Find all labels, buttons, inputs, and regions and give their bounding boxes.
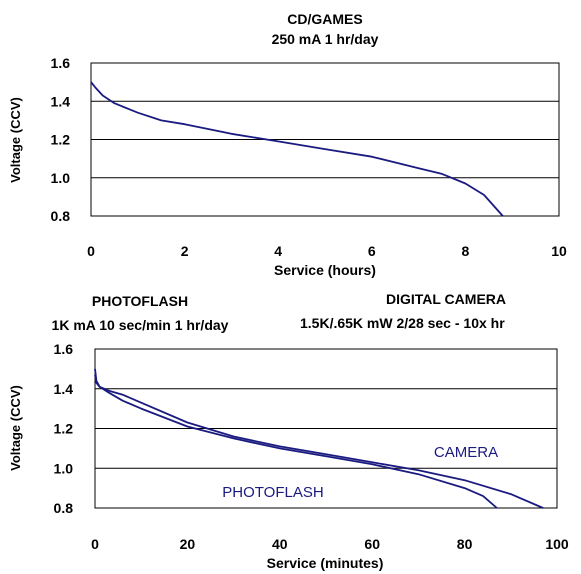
chart1-y-tick-label: 1.6: [51, 55, 71, 71]
chart1-x-tick-label: 10: [551, 243, 567, 259]
chart2-plot-frame: [94, 348, 558, 509]
annotation-camera: CAMERA: [434, 444, 498, 461]
chart2-y-tick-label: 0.8: [54, 500, 74, 516]
chart2-y-axis-label: Voltage (CCV): [8, 385, 23, 471]
chart1-x-axis-label: Service (hours): [274, 262, 376, 278]
chart2-x-ticks: 0 20 40 60 80 100: [91, 536, 569, 552]
chart2-title-right: DIGITAL CAMERA: [386, 291, 506, 307]
chart2-y-tick-label: 1.4: [54, 381, 74, 397]
chart2-x-tick-label: 40: [272, 536, 288, 552]
chart2-x-axis-label: Service (minutes): [267, 555, 384, 571]
chart2-grid: [95, 348, 557, 509]
chart1-plot-frame: [90, 62, 560, 217]
chart1-series: [90, 81, 504, 217]
chart1-x-tick-label: 4: [274, 243, 282, 259]
chart1-grid: [91, 62, 559, 217]
chart2-y-tick-label: 1.0: [54, 460, 74, 476]
chart2-y-tick-label: 1.6: [54, 341, 74, 357]
chart1-x-tick-label: 8: [462, 243, 470, 259]
chart2-x-tick-label: 80: [457, 536, 473, 552]
chart1-x-ticks: 0 2 4 6 8 10: [87, 243, 567, 259]
chart1-y-tick-label: 0.8: [51, 208, 71, 224]
chart-cd-games: CD/GAMES 250 mA 1 hr/day 0.8 1.0 1.2 1.4 1.6…: [8, 11, 567, 278]
chart1-y-tick-label: 1.4: [51, 93, 71, 109]
chart2-x-tick-label: 100: [545, 536, 569, 552]
chart1-x-tick-label: 0: [87, 243, 95, 259]
chart2-subtitle-left: 1K mA 10 sec/min 1 hr/day: [52, 317, 229, 333]
annotation-photoflash: PHOTOFLASH: [222, 484, 323, 501]
chart-photoflash-camera: PHOTOFLASH 1K mA 10 sec/min 1 hr/day DIG…: [8, 291, 569, 571]
chart1-y-axis-label: Voltage (CCV): [8, 97, 23, 183]
chart2-subtitle-right: 1.5K/.65K mW 2/28 sec - 10x hr: [300, 315, 505, 331]
chart2-x-tick-label: 60: [364, 536, 380, 552]
chart1-y-tick-label: 1.0: [51, 170, 71, 186]
chart2-line-camera: [94, 374, 544, 509]
chart2-series: [94, 368, 544, 509]
chart1-line-series-0: [90, 81, 504, 217]
chart2-x-tick-label: 20: [180, 536, 196, 552]
chart1-y-ticks: 0.8 1.0 1.2 1.4 1.6: [51, 55, 71, 224]
chart2-y-ticks: 0.8 1.0 1.2 1.4 1.6: [54, 341, 74, 516]
chart1-x-tick-label: 2: [181, 243, 189, 259]
chart1-subtitle: 250 mA 1 hr/day: [272, 31, 379, 47]
chart2-y-tick-label: 1.2: [54, 421, 74, 437]
chart2-title-left: PHOTOFLASH: [92, 293, 188, 309]
chart1-title: CD/GAMES: [287, 11, 362, 27]
chart2-x-tick-label: 0: [91, 536, 99, 552]
chart1-x-tick-label: 6: [368, 243, 376, 259]
chart1-y-tick-label: 1.2: [51, 132, 71, 148]
